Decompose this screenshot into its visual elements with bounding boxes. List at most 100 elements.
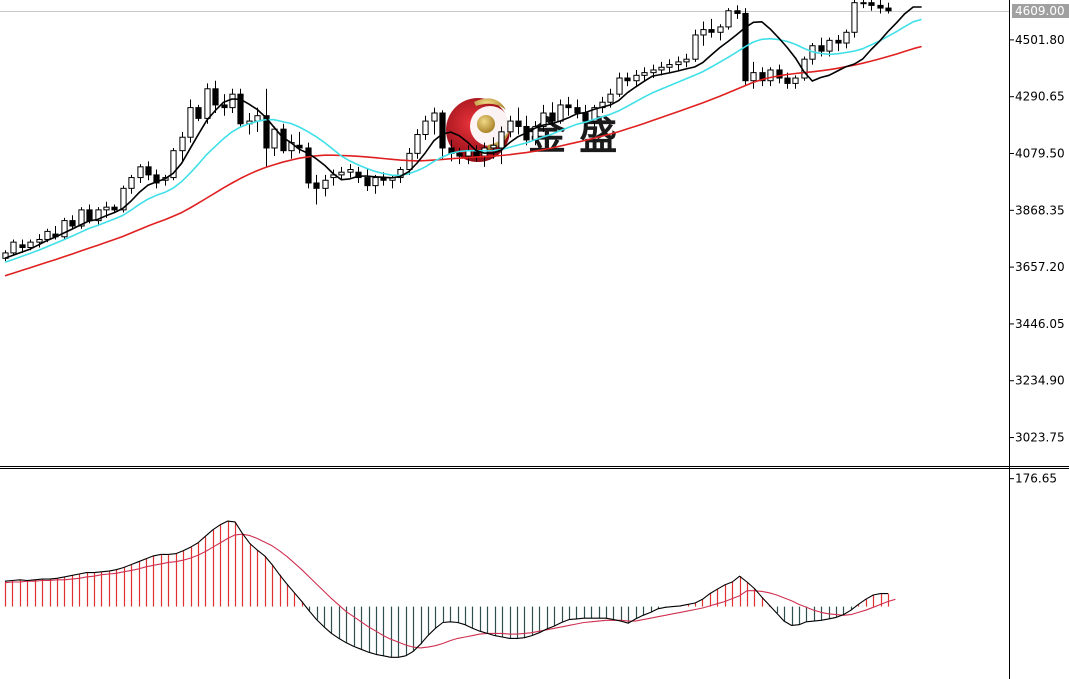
candle-body-up	[650, 69, 657, 74]
candle-body-up	[44, 230, 51, 240]
candle-body-up	[666, 64, 673, 68]
price-axis: 4501.80 4290.65 4079.50 3868.35 3657.20 3446.…	[1009, 4, 1069, 445]
candle	[826, 37, 833, 57]
candle-body-up	[851, 2, 858, 33]
candle	[355, 166, 362, 183]
candle-body-up	[103, 206, 110, 211]
price-tick-label: 3657.20	[1015, 260, 1065, 274]
price-tick-label: 4290.65	[1015, 90, 1065, 104]
candle-body-up	[490, 144, 497, 149]
candle-body-down	[868, 2, 875, 6]
candle	[111, 204, 118, 213]
candle-body-down	[19, 244, 26, 249]
price-tick-label: 3446.05	[1015, 317, 1065, 331]
candle	[734, 5, 741, 19]
candle-body-up	[616, 77, 623, 95]
candle	[809, 43, 816, 65]
price-tick-label: 4079.50	[1015, 146, 1065, 160]
candle	[271, 126, 278, 157]
candle-body-down	[263, 115, 270, 149]
candle-body-down	[69, 220, 76, 227]
macd-signal-line	[4, 533, 896, 649]
candle-body-up	[860, 2, 867, 5]
candle-body-up	[540, 112, 547, 127]
candle	[666, 59, 673, 73]
candle	[515, 107, 522, 135]
candle-body-up	[431, 112, 438, 122]
candle	[624, 72, 631, 87]
candle	[843, 29, 850, 49]
candle-body-up	[204, 88, 211, 119]
candle-body-down	[221, 104, 228, 109]
candle-body-up	[347, 169, 354, 173]
candle	[616, 72, 623, 97]
candle	[313, 174, 320, 205]
candle	[305, 142, 312, 189]
candle	[658, 61, 665, 76]
candle-body-up	[78, 209, 85, 227]
candle-body-up	[767, 69, 774, 82]
price-tick-label: 3868.35	[1015, 203, 1065, 217]
candle-body-down	[734, 10, 741, 14]
candle-body-down	[776, 69, 783, 79]
candle	[877, 0, 884, 14]
candle-body-down	[153, 174, 160, 184]
candle-body-up	[372, 177, 379, 187]
candle-body-up	[675, 61, 682, 66]
candle	[221, 94, 228, 116]
ma-mid-line	[4, 18, 922, 264]
candle	[145, 161, 152, 181]
candle	[700, 21, 707, 46]
candle	[675, 56, 682, 70]
candle	[868, 0, 875, 11]
candle	[498, 126, 505, 165]
candle	[170, 147, 177, 181]
candle-body-down	[355, 171, 362, 179]
candle-body-down	[195, 107, 202, 119]
candle	[414, 129, 421, 159]
candle-body-down	[565, 104, 572, 109]
candle-body-up	[27, 241, 34, 249]
candle-body-up	[792, 77, 799, 84]
candle	[851, 0, 858, 38]
candle-body-down	[818, 45, 825, 52]
candle-body-up	[10, 241, 17, 254]
current-price-label: 4609.00	[1015, 4, 1065, 18]
macd-tick-label: 176.65	[1015, 472, 1057, 486]
price-tick-label: 3023.75	[1015, 431, 1065, 445]
candle-body-down	[313, 182, 320, 189]
candle	[338, 166, 345, 181]
candle	[187, 99, 194, 143]
candle-body-down	[145, 166, 152, 176]
candle	[507, 115, 514, 138]
candle-body-up	[128, 177, 135, 189]
macd-line	[4, 520, 888, 658]
candle	[565, 96, 572, 116]
candle-body-up	[229, 93, 236, 109]
candle-body-up	[658, 66, 665, 71]
ma-fast-line	[4, 6, 922, 260]
candle-body-down	[237, 93, 244, 125]
candle	[347, 164, 354, 178]
candle	[792, 75, 799, 89]
price-plot	[0, 0, 1009, 277]
price-tick-label: 3234.90	[1015, 374, 1065, 388]
candle-body-down	[364, 177, 371, 187]
candle-body-up	[120, 187, 127, 211]
candle	[153, 169, 160, 189]
candle-body-down	[456, 152, 463, 157]
candle-body-down	[574, 107, 581, 114]
candle-body-down	[549, 112, 556, 122]
candle	[641, 67, 648, 81]
candle	[179, 131, 186, 162]
macd-axis: 176.65	[1009, 472, 1057, 486]
ma-slow-line	[4, 45, 922, 277]
candle-body-up	[641, 72, 648, 76]
candle	[683, 53, 690, 68]
candle-body-down	[885, 7, 892, 12]
candle-body-up	[36, 238, 43, 243]
candle	[36, 234, 43, 248]
candle-body-down	[877, 4, 884, 9]
candle-body-up	[95, 209, 102, 222]
